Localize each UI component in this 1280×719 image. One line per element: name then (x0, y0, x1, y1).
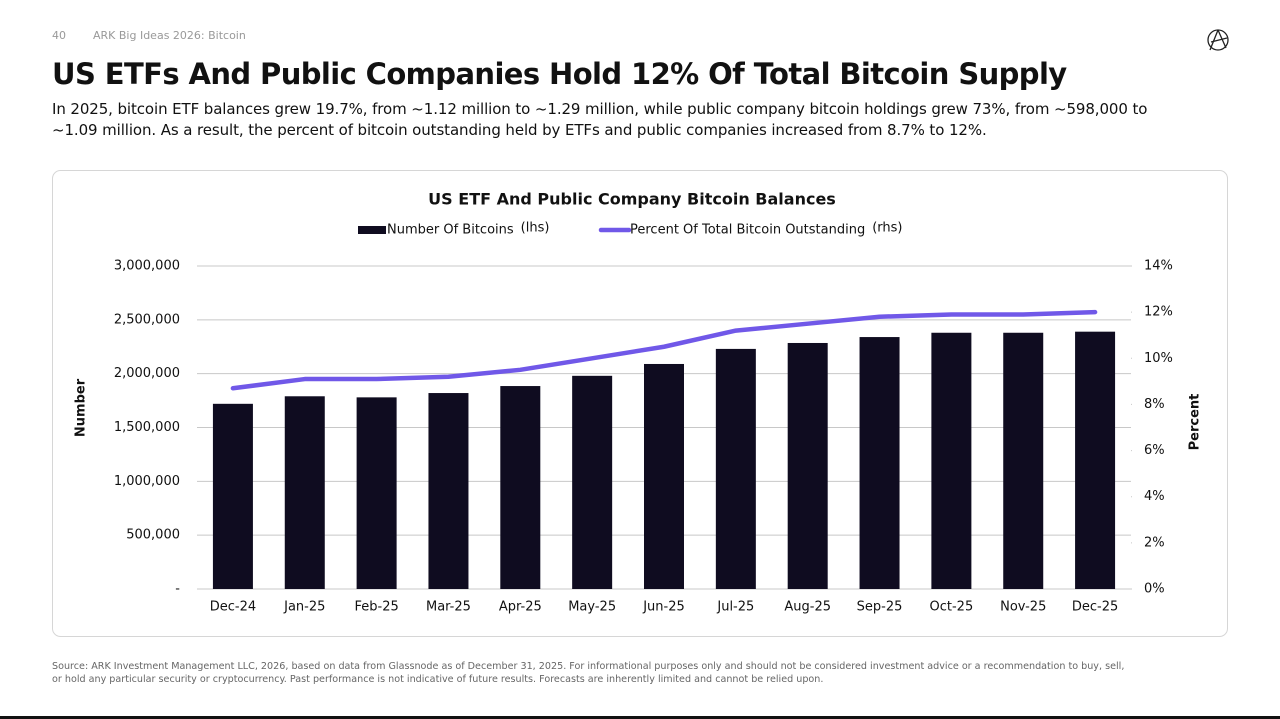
bar (1075, 331, 1116, 589)
slide-title: US ETFs And Public Companies Hold 12% Of… (52, 57, 1067, 91)
bottom-rule (0, 716, 1280, 719)
bar (212, 403, 253, 589)
deck-title: ARK Big Ideas 2026: Bitcoin (93, 29, 246, 42)
source-note: or hold any particular security or crypt… (52, 674, 824, 685)
x-tick-label: Dec-25 (1072, 600, 1118, 615)
body-line: In 2025, bitcoin ETF balances grew 19.7%… (52, 100, 1148, 118)
x-tick-label: May-25 (568, 600, 616, 615)
y-tick-label: 1,500,000 (114, 420, 180, 435)
legend-label: Number Of Bitcoins (387, 223, 514, 238)
y-tick-label: 3,000,000 (114, 259, 180, 274)
x-tick-label: Jan-25 (283, 600, 325, 615)
body-line: ~1.09 million. As a result, the percent … (52, 121, 987, 139)
x-tick-label: Nov-25 (1000, 600, 1046, 615)
bar (859, 337, 900, 589)
page-number: 40 (52, 29, 66, 42)
y2-tick-label: 6% (1144, 443, 1165, 458)
bar (428, 393, 469, 589)
bar (787, 342, 828, 589)
x-tick-label: Oct-25 (930, 600, 974, 615)
y2-tick-label: 0% (1144, 582, 1165, 597)
y-tick-label: 500,000 (126, 528, 180, 543)
bar (931, 332, 972, 589)
legend-label: Percent Of Total Bitcoin Outstanding (630, 223, 865, 238)
y2-axis-title: Percent (1188, 394, 1203, 451)
y2-tick-label: 14% (1144, 259, 1173, 274)
source-note: Source: ARK Investment Management LLC, 2… (52, 661, 1125, 672)
y2-tick-label: 8% (1144, 397, 1165, 412)
bar (500, 386, 541, 589)
legend-axis-note: (lhs) (521, 221, 550, 236)
bar (284, 396, 325, 589)
x-tick-label: Sep-25 (857, 600, 903, 615)
y2-tick-label: 2% (1144, 535, 1165, 550)
chart-title: US ETF And Public Company Bitcoin Balanc… (428, 190, 836, 209)
line (230, 309, 1098, 391)
bar (356, 397, 397, 589)
bar (644, 363, 684, 589)
y2-tick-label: 12% (1144, 305, 1173, 320)
bar (1003, 332, 1044, 589)
y2-tick-label: 4% (1144, 489, 1165, 504)
y-tick-label: - (175, 582, 180, 597)
bar (572, 375, 613, 589)
bar (715, 348, 756, 589)
legend-swatch (358, 226, 386, 234)
y2-tick-label: 10% (1144, 351, 1173, 366)
x-tick-label: Apr-25 (499, 600, 542, 615)
x-tick-label: Jul-25 (716, 600, 754, 615)
y-tick-label: 1,000,000 (114, 474, 180, 489)
y-tick-label: 2,000,000 (114, 366, 180, 381)
y-axis-title: Number (74, 378, 89, 437)
x-tick-label: Dec-24 (210, 600, 256, 615)
x-tick-label: Aug-25 (784, 600, 831, 615)
x-tick-label: Feb-25 (354, 600, 398, 615)
x-tick-label: Mar-25 (426, 600, 471, 615)
legend-axis-note: (rhs) (872, 221, 902, 236)
y-tick-label: 2,500,000 (114, 312, 180, 327)
logo (1207, 29, 1229, 51)
x-tick-label: Jun-25 (642, 600, 685, 615)
